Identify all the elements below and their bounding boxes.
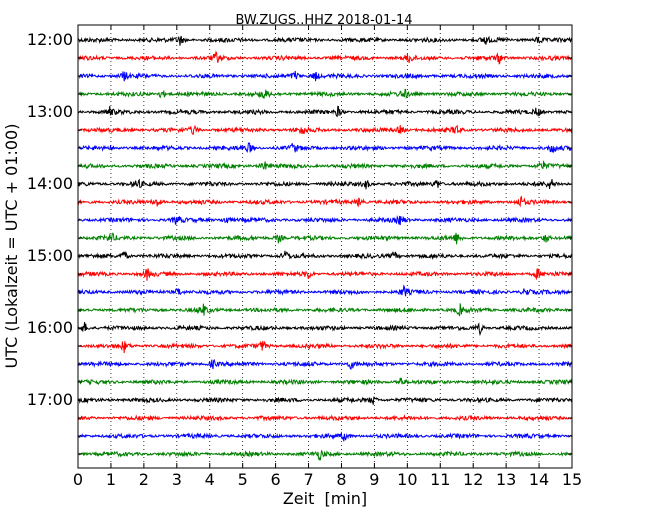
trace-1400 xyxy=(77,178,572,190)
trace-1200 xyxy=(77,35,573,46)
x-tick-label: 2 xyxy=(139,470,149,489)
trace-1430 xyxy=(77,214,573,226)
x-tick-label: 9 xyxy=(369,470,379,489)
trace-1545 xyxy=(77,303,573,317)
x-axis: 0 1 2 3 4 5 6 7 8 9 10 11 12 13 14 15 xyxy=(73,25,582,489)
y-tick-label: 15:00 xyxy=(27,246,73,265)
x-tick-label: 14 xyxy=(529,470,549,489)
y-tick-label: 14:00 xyxy=(27,174,73,193)
chart-title: BW.ZUGS..HHZ 2018-01-14 xyxy=(235,13,412,28)
trace-1315 xyxy=(77,124,573,135)
trace-1230 xyxy=(77,70,573,82)
x-tick-label: 4 xyxy=(205,470,215,489)
x-tick-label: 10 xyxy=(397,470,417,489)
x-tick-label: 11 xyxy=(430,470,450,489)
y-tick-label: 17:00 xyxy=(27,390,73,409)
trace-1715 xyxy=(77,413,573,422)
x-tick-label: 7 xyxy=(303,470,313,489)
trace-1745 xyxy=(77,450,572,461)
trace-1730 xyxy=(77,431,573,442)
x-tick-label: 13 xyxy=(496,470,516,489)
trace-1645 xyxy=(77,377,573,386)
trace-1515 xyxy=(77,267,573,281)
x-tick-label: 15 xyxy=(562,470,582,489)
trace-1345 xyxy=(77,160,573,170)
trace-1245 xyxy=(77,88,573,99)
y-tick-label: 12:00 xyxy=(27,30,73,49)
trace-1700 xyxy=(77,396,573,405)
x-tick-label: 3 xyxy=(172,470,182,489)
x-tick-label: 8 xyxy=(336,470,346,489)
trace-group xyxy=(77,35,573,461)
trace-1615 xyxy=(77,340,573,354)
trace-1445 xyxy=(77,232,572,245)
x-tick-label: 12 xyxy=(463,470,483,489)
x-tick-label: 5 xyxy=(238,470,248,489)
y-tick-label: 16:00 xyxy=(27,318,73,337)
trace-1630 xyxy=(77,358,572,370)
trace-1500 xyxy=(77,250,573,261)
x-tick-label: 6 xyxy=(271,470,281,489)
trace-1215 xyxy=(77,50,573,65)
trace-1600 xyxy=(77,321,573,337)
y-tick-label: 13:00 xyxy=(27,102,73,121)
trace-1415 xyxy=(77,195,572,208)
y-axis: 12:00 13:00 14:00 15:00 16:00 17:00 xyxy=(27,30,572,455)
y-axis-label: UTC (Lokalzeit = UTC + 01:00) xyxy=(2,124,21,369)
plot-frame xyxy=(77,24,573,469)
trace-1530 xyxy=(77,284,573,297)
trace-1330 xyxy=(77,142,573,154)
x-axis-label: Zeit [min] xyxy=(283,489,367,508)
trace-1300 xyxy=(77,105,573,118)
x-tick-label: 1 xyxy=(106,470,116,489)
x-tick-label: 0 xyxy=(73,470,83,489)
